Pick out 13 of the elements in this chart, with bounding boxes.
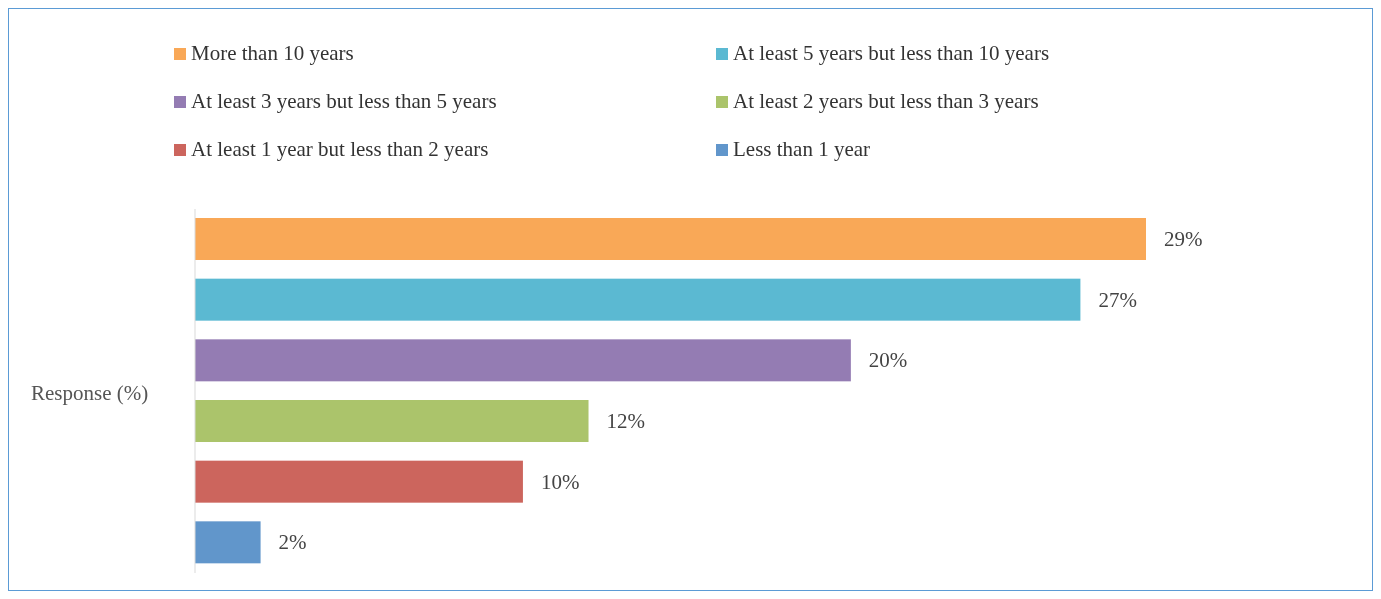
data-label: 10% — [540, 469, 580, 494]
y-axis-title: Response (%) — [31, 381, 149, 406]
legend-label: Less than 1 year — [733, 137, 871, 162]
legend-label: At least 3 years but less than 5 years — [191, 89, 497, 114]
legend-label: More than 10 years — [191, 41, 354, 66]
data-label: 12% — [606, 409, 646, 433]
data-label: 20% — [868, 348, 908, 373]
data-label: 27% — [1098, 287, 1137, 312]
data-label: 29% — [1164, 227, 1203, 251]
legend-label: At least 5 years but less than 10 years — [733, 41, 1050, 66]
legend-label: At least 1 year but less than 2 years — [191, 137, 489, 162]
legend-label: At least 2 years but less than 3 years — [733, 89, 1039, 114]
data-label: 2% — [278, 530, 307, 555]
